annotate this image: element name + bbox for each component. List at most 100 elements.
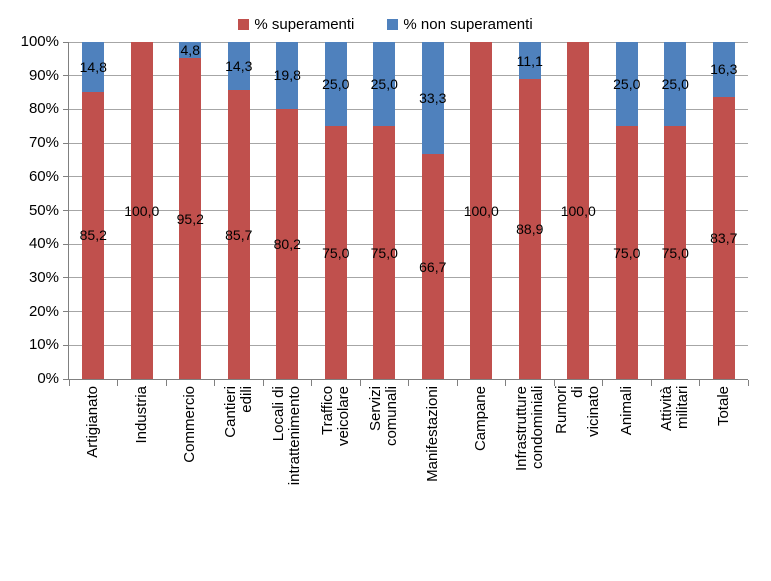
legend-label-superamenti: % superamenti bbox=[254, 16, 355, 33]
data-label-superamenti: 100,0 bbox=[124, 202, 160, 219]
category-label: Infrastrutture condominiali bbox=[512, 386, 546, 472]
bar-segment-superamenti[interactable] bbox=[227, 90, 250, 379]
gridline-10% bbox=[69, 344, 748, 346]
bar-segment-non-superamenti[interactable] bbox=[712, 42, 735, 97]
category-label: Commercio bbox=[181, 386, 199, 463]
x-axis-tick bbox=[165, 380, 167, 386]
category-label: Industria bbox=[132, 386, 150, 444]
y-axis-label: 20% bbox=[28, 302, 59, 320]
y-axis-label: 60% bbox=[28, 167, 59, 185]
bar-segment-non-superamenti[interactable] bbox=[664, 42, 687, 127]
y-axis-label: 10% bbox=[28, 336, 59, 354]
data-label-non-superamenti: 25,0 bbox=[322, 76, 350, 93]
legend-swatch-superamenti-icon bbox=[238, 19, 250, 30]
bar-segment-non-superamenti[interactable] bbox=[421, 42, 444, 155]
legend: % superamenti % non superamenti bbox=[0, 16, 771, 33]
data-label-superamenti: 100,0 bbox=[560, 202, 596, 219]
x-axis-tick bbox=[359, 380, 361, 386]
gridline-40% bbox=[69, 243, 748, 245]
y-axis-label: 0% bbox=[37, 370, 59, 387]
category-label: Attività militari bbox=[658, 386, 692, 432]
legend-item-non-superamenti[interactable]: % non superamenti bbox=[387, 16, 533, 33]
data-label-superamenti: 75,0 bbox=[370, 244, 398, 261]
category-label: Locali di intrattenimento bbox=[270, 386, 304, 486]
bar-segment-non-superamenti[interactable] bbox=[518, 42, 541, 80]
x-axis-tick bbox=[747, 380, 749, 386]
category-label: Rumori di vicinato bbox=[553, 386, 603, 437]
data-label-non-superamenti: 33,3 bbox=[419, 90, 447, 107]
y-axis-tick bbox=[63, 41, 69, 43]
bar-segment-superamenti[interactable] bbox=[421, 154, 444, 379]
x-axis-tick bbox=[68, 380, 70, 386]
category-label: Cantieri edili bbox=[221, 386, 255, 438]
data-label-superamenti: 95,2 bbox=[176, 210, 204, 227]
y-axis-tick bbox=[63, 378, 69, 380]
legend-swatch-non-superamenti-icon bbox=[387, 19, 399, 30]
bar-segment-superamenti[interactable] bbox=[664, 126, 687, 379]
category-label: Artigianato bbox=[84, 386, 102, 458]
bar-segment-non-superamenti[interactable] bbox=[82, 42, 105, 92]
y-axis-label: 50% bbox=[28, 201, 59, 219]
y-axis-tick bbox=[63, 311, 69, 313]
x-axis-tick bbox=[650, 380, 652, 386]
x-axis-tick bbox=[214, 380, 215, 386]
bar-segment-superamenti[interactable] bbox=[712, 96, 735, 379]
gridline-30% bbox=[69, 277, 748, 279]
x-axis-tick bbox=[117, 380, 118, 386]
data-label-superamenti: 85,2 bbox=[79, 227, 107, 244]
y-axis-label: 90% bbox=[28, 66, 59, 84]
bar-segment-non-superamenti[interactable] bbox=[373, 42, 396, 127]
bar-segment-non-superamenti[interactable] bbox=[276, 42, 299, 109]
bar-segment-non-superamenti[interactable] bbox=[227, 42, 250, 91]
category-label: Animali bbox=[617, 386, 635, 436]
category-label: Manifestazioni bbox=[423, 386, 441, 482]
bar-segment-superamenti[interactable] bbox=[373, 126, 396, 379]
bar-segment-superamenti[interactable] bbox=[324, 126, 347, 379]
y-axis-tick bbox=[63, 176, 69, 178]
bar-segment-superamenti[interactable] bbox=[567, 42, 590, 379]
bar-segment-superamenti[interactable] bbox=[615, 126, 638, 379]
y-axis-tick bbox=[63, 277, 69, 279]
gridline-50% bbox=[69, 210, 748, 211]
data-label-superamenti: 88,9 bbox=[516, 221, 544, 238]
gridline-70% bbox=[69, 142, 748, 144]
x-axis-tick bbox=[699, 380, 700, 386]
bar-segment-non-superamenti[interactable] bbox=[179, 42, 202, 59]
bar-segment-superamenti[interactable] bbox=[518, 79, 541, 379]
data-label-non-superamenti: 14,8 bbox=[79, 58, 107, 75]
gridline-100% bbox=[69, 41, 748, 43]
x-axis-tick bbox=[311, 380, 312, 386]
bar-segment-superamenti[interactable] bbox=[276, 108, 299, 379]
bar-segment-non-superamenti[interactable] bbox=[615, 42, 638, 127]
data-label-superamenti: 80,2 bbox=[273, 235, 301, 252]
data-label-superamenti: 75,0 bbox=[322, 244, 350, 261]
data-label-non-superamenti: 14,3 bbox=[225, 58, 253, 75]
gridline-90% bbox=[69, 75, 748, 77]
x-axis-tick bbox=[602, 380, 603, 386]
bar-segment-superamenti[interactable] bbox=[130, 42, 153, 379]
data-label-superamenti: 85,7 bbox=[225, 226, 253, 243]
legend-item-superamenti[interactable]: % superamenti bbox=[238, 16, 354, 33]
data-label-non-superamenti: 16,3 bbox=[710, 61, 738, 78]
y-axis-label: 30% bbox=[28, 268, 59, 286]
y-axis-tick bbox=[63, 344, 69, 346]
y-axis-tick bbox=[63, 142, 69, 144]
y-axis-tick bbox=[63, 108, 69, 110]
bar-segment-superamenti[interactable] bbox=[470, 42, 493, 379]
y-axis-label: 70% bbox=[28, 134, 59, 152]
data-label-non-superamenti: 25,0 bbox=[370, 76, 398, 93]
bar-segment-non-superamenti[interactable] bbox=[324, 42, 347, 127]
x-axis-tick bbox=[262, 380, 264, 386]
bar-segment-superamenti[interactable] bbox=[179, 58, 202, 379]
gridline-20% bbox=[69, 311, 748, 313]
x-axis-tick bbox=[408, 380, 409, 386]
category-label: Servizi comunali bbox=[367, 386, 401, 447]
data-label-superamenti: 66,7 bbox=[419, 258, 447, 275]
data-label-superamenti: 75,0 bbox=[661, 244, 689, 261]
plot-area: 0% 10% 20% 30% 40% 50% 60% 70% 80% 90% 100% 85,2 14,… bbox=[21, 34, 749, 485]
gridline-60% bbox=[69, 176, 748, 178]
category-label: Campane bbox=[472, 386, 490, 452]
y-axis-label: 100% bbox=[20, 33, 59, 50]
bar-segment-superamenti[interactable] bbox=[82, 91, 105, 379]
